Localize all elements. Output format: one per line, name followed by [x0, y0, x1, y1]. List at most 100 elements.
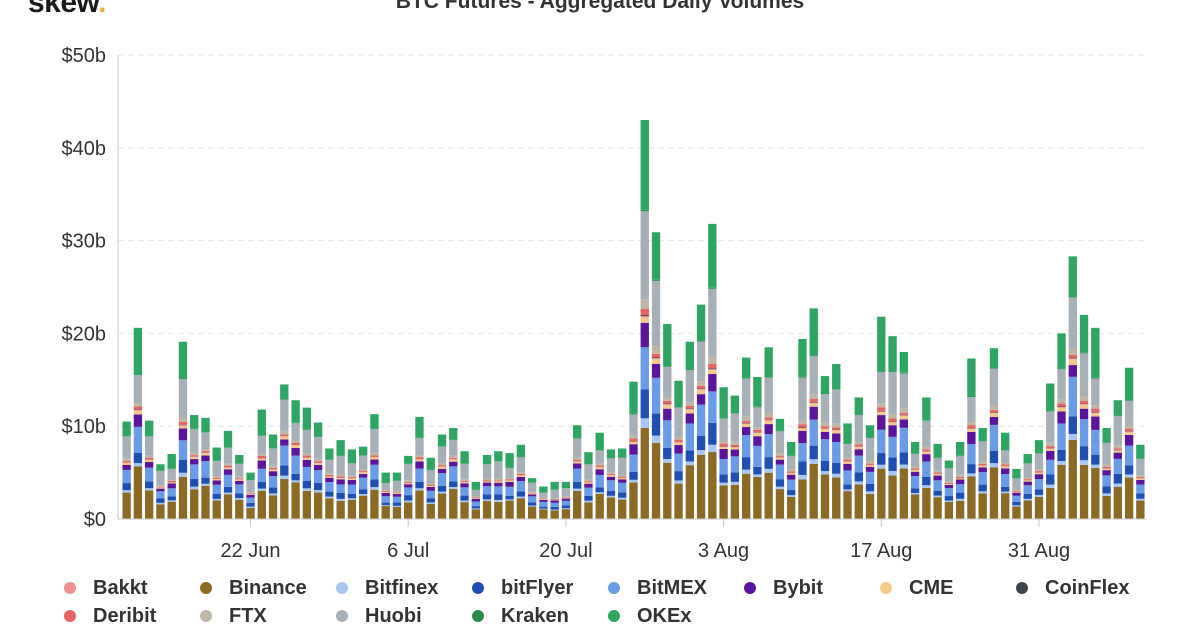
bar-segment-cme	[1136, 479, 1144, 480]
bar-segment-bitflyer	[990, 451, 998, 463]
bar-segment-ftx	[291, 441, 299, 443]
bar-stack-day-25	[393, 473, 401, 519]
bar-segment-okex	[348, 449, 356, 463]
bar-segment-bitflyer	[731, 472, 739, 481]
bar-segment-bybit	[855, 449, 863, 455]
bar-segment-okex	[979, 428, 987, 441]
legend-item-coinflex[interactable]: CoinFlex	[1016, 573, 1129, 603]
bar-segment-deribit	[382, 491, 390, 492]
bar-segment-huobi	[641, 211, 649, 299]
bar-segment-cme	[596, 467, 604, 469]
legend-item-bitflyer[interactable]: bitFlyer	[472, 573, 573, 603]
legend-item-bitfinex[interactable]: Bitfinex	[336, 573, 438, 603]
bar-segment-bitflyer	[494, 494, 502, 500]
bar-segment-bitfinex	[1136, 499, 1144, 501]
bar-segment-binance	[945, 502, 953, 519]
bar-segment-coinflex	[697, 388, 705, 389]
bar-segment-bitmex	[967, 444, 975, 464]
bar-stack-day-30	[449, 428, 457, 519]
bar-segment-bitflyer	[179, 460, 187, 473]
bar-segment-cme	[1057, 408, 1065, 412]
bar-segment-ftx	[393, 491, 401, 492]
bar-segment-bitflyer	[855, 473, 863, 482]
legend-item-binance[interactable]: Binance	[200, 573, 307, 603]
bar-segment-bakkt	[686, 409, 694, 410]
bar-segment-bitmex	[280, 445, 288, 465]
bar-segment-cme	[1080, 405, 1088, 409]
bar-segment-okex	[877, 317, 885, 372]
legend-item-kraken[interactable]: Kraken	[472, 601, 569, 631]
bar-segment-okex	[866, 425, 874, 437]
bar-segment-ftx	[652, 347, 660, 354]
bar-segment-deribit	[291, 443, 299, 445]
bar-segment-deribit	[460, 481, 468, 482]
bar-segment-okex	[427, 458, 435, 470]
bar-segment-bitfinex	[674, 480, 682, 483]
bar-segment-coinflex	[663, 404, 671, 405]
bar-segment-bybit	[719, 449, 727, 459]
bar-segment-bitmex	[291, 456, 299, 474]
bar-segment-deribit	[1125, 429, 1133, 432]
legend-item-cme[interactable]: CME	[880, 573, 953, 603]
bar-segment-bitfinex	[708, 445, 716, 452]
legend-item-ftx[interactable]: FTX	[200, 601, 267, 631]
bar-segment-deribit	[843, 460, 851, 462]
bar-segment-bybit	[1102, 470, 1110, 475]
bar-segment-bybit	[900, 419, 908, 427]
bar-segment-cme	[1012, 492, 1020, 493]
bar-segment-bitfinex	[742, 470, 750, 474]
bar-segment-binance	[213, 500, 221, 519]
bar-stack-day-12	[246, 473, 254, 519]
bar-segment-binance	[303, 491, 311, 519]
bar-stack-day-73	[933, 444, 941, 519]
bar-segment-cme	[1001, 466, 1009, 468]
bar-segment-bybit	[348, 480, 356, 485]
bar-segment-okex	[697, 305, 705, 341]
bar-segment-bitflyer	[821, 461, 829, 471]
bar-segment-deribit	[1136, 477, 1144, 478]
bar-segment-bybit	[945, 485, 953, 488]
legend-item-bitmex[interactable]: BitMEX	[608, 573, 707, 603]
legend-item-okex[interactable]: OKEx	[608, 601, 691, 631]
legend-label: CoinFlex	[1045, 577, 1129, 600]
bar-segment-okex	[269, 435, 277, 449]
bar-segment-bitmex	[213, 485, 221, 494]
bar-segment-huobi	[472, 490, 480, 497]
bar-segment-ftx	[855, 442, 863, 445]
legend-item-deribit[interactable]: Deribit	[64, 601, 156, 631]
bar-segment-cme	[427, 486, 435, 487]
bar-stack-day-82	[1035, 440, 1043, 519]
bar-segment-kraken	[1125, 400, 1133, 401]
bar-segment-deribit	[224, 466, 232, 467]
bar-stack-day-9	[213, 448, 221, 519]
bar-segment-bitflyer	[291, 474, 299, 481]
bar-segment-bitfinex	[359, 494, 367, 496]
bar-segment-bitmex	[866, 472, 874, 484]
bar-segment-deribit	[325, 475, 333, 476]
bar-segment-cme	[291, 445, 299, 448]
bar-segment-ftx	[663, 397, 671, 401]
bar-segment-huobi	[314, 437, 322, 459]
bar-segment-huobi	[933, 458, 941, 471]
bar-segment-huobi	[449, 440, 457, 456]
bar-segment-ftx	[190, 452, 198, 455]
bar-segment-bakkt	[708, 369, 716, 370]
bar-segment-binance	[201, 486, 209, 519]
bar-segment-ftx	[922, 447, 930, 450]
bar-segment-cme	[877, 412, 885, 415]
legend-item-huobi[interactable]: Huobi	[336, 601, 422, 631]
bar-segment-deribit	[156, 487, 164, 488]
bar-segment-binance	[393, 507, 401, 519]
bar-segment-bitfinex	[641, 418, 649, 428]
bar-segment-bitmex	[269, 476, 277, 487]
bar-segment-ftx	[213, 476, 221, 478]
bar-segment-deribit	[269, 468, 277, 469]
bar-segment-bitflyer	[382, 503, 390, 506]
legend-item-bybit[interactable]: Bybit	[744, 573, 823, 603]
legend-item-bakkt[interactable]: Bakkt	[64, 573, 147, 603]
bar-segment-ftx	[719, 441, 727, 444]
bar-segment-bybit	[528, 494, 536, 496]
bar-segment-bitflyer	[134, 453, 142, 463]
bar-segment-bitfinex	[325, 497, 333, 499]
bar-segment-okex	[280, 384, 288, 399]
